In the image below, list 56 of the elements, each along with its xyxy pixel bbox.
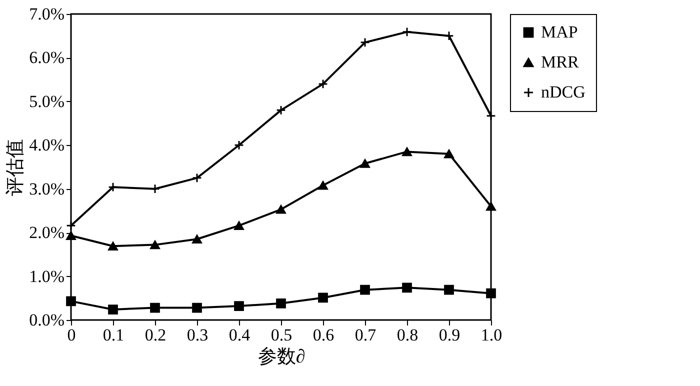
point <box>402 26 412 37</box>
point <box>486 288 496 298</box>
x-tick-label: 0 <box>67 326 76 344</box>
y-tick-label: 7.0% <box>29 4 64 24</box>
y-tick-label: 4.0% <box>29 136 64 155</box>
x-tick-label: 0.3 <box>186 326 208 344</box>
legend-label: nDCG <box>541 82 586 102</box>
point <box>192 302 202 313</box>
point <box>276 105 286 116</box>
legend-label: MAP <box>541 22 578 42</box>
point <box>444 30 454 41</box>
point <box>150 184 160 194</box>
x-axis-title: 参数∂ <box>258 346 306 368</box>
point <box>150 240 160 250</box>
y-tick-label: 1.0% <box>29 266 64 286</box>
point <box>444 150 454 158</box>
point <box>108 304 118 314</box>
x-tick-label: 0.5 <box>270 326 292 344</box>
x-tick-label: 1.0 <box>480 326 502 344</box>
point <box>234 301 244 311</box>
point <box>360 284 370 295</box>
x-tick-label: 0.6 <box>312 326 334 344</box>
point <box>276 298 286 308</box>
legend-label: MRR <box>541 52 580 72</box>
point <box>486 202 496 211</box>
y-axis-title: 评估值 <box>5 139 26 196</box>
point <box>318 292 328 303</box>
point <box>150 302 160 313</box>
point <box>234 221 244 230</box>
point <box>234 140 244 150</box>
y-tick-label: 6.0% <box>29 48 64 68</box>
point <box>318 79 328 89</box>
point <box>402 282 412 293</box>
point <box>402 147 412 156</box>
x-tick-label: 0.4 <box>228 326 251 344</box>
y-tick-label: 3.0% <box>29 179 64 198</box>
point <box>360 159 370 168</box>
x-tick-label: 0.7 <box>354 326 377 344</box>
y-tick-label: 5.0% <box>29 92 64 111</box>
point <box>360 37 370 48</box>
x-tick-label: 0.8 <box>396 326 418 344</box>
y-tick-label: 2.0% <box>29 223 64 242</box>
point <box>66 220 76 231</box>
x-tick-label: 0.9 <box>438 326 460 344</box>
y-tick-label: 0.0% <box>29 310 64 330</box>
point <box>192 172 202 183</box>
point <box>486 110 496 121</box>
point <box>444 284 454 295</box>
point <box>276 205 286 214</box>
point <box>108 182 118 192</box>
point <box>192 234 202 244</box>
point <box>66 296 76 306</box>
point <box>318 180 328 190</box>
x-tick-label: 0.2 <box>144 326 166 344</box>
x-tick-label: 0.1 <box>102 326 124 344</box>
point <box>108 242 118 250</box>
